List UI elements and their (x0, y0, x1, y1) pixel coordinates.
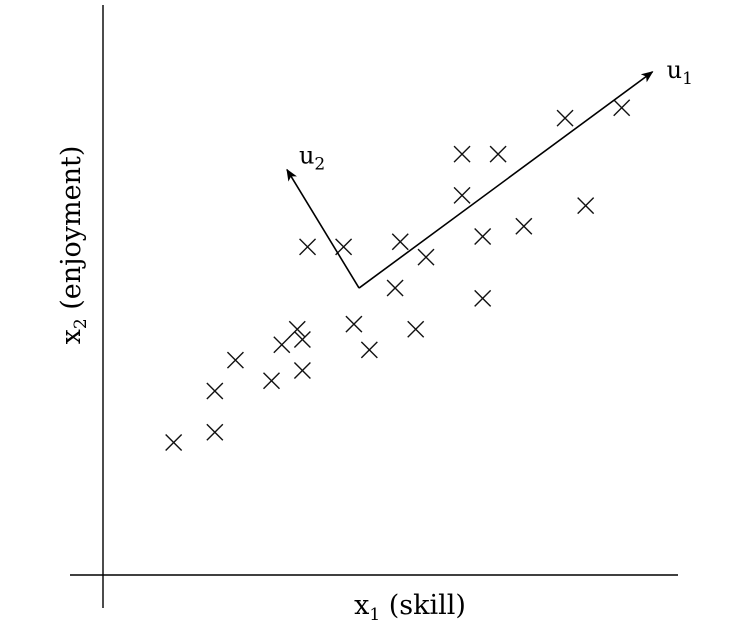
data-point (226, 351, 244, 369)
data-point (474, 289, 492, 307)
data-point (417, 248, 435, 266)
principal-vectors: u1 u2 (286, 56, 693, 289)
data-point (515, 217, 533, 235)
vector-u2-arrow (286, 168, 360, 289)
vector-u2-label: u2 (299, 142, 325, 175)
data-point (391, 233, 409, 251)
data-point (165, 434, 183, 452)
vector-u1-arrow (358, 71, 654, 289)
data-point (489, 145, 507, 163)
vector-u1-label: u1 (667, 56, 693, 89)
data-point (577, 197, 595, 215)
data-point (453, 186, 471, 204)
data-point (293, 361, 311, 379)
x-axis-label: x1 (skill) (354, 590, 466, 625)
data-point (263, 372, 280, 390)
data-points (165, 99, 631, 452)
data-point (386, 279, 404, 297)
data-point (613, 99, 631, 117)
data-point (293, 331, 311, 349)
data-point (360, 341, 378, 359)
data-point (474, 228, 492, 246)
data-point (335, 238, 353, 256)
data-point (407, 320, 425, 338)
y-axis-label: x2 (enjoyment) (56, 146, 91, 345)
data-point (345, 315, 363, 333)
data-point (206, 382, 224, 400)
data-point (453, 145, 471, 163)
data-point (273, 336, 291, 354)
data-point (299, 238, 317, 256)
data-point (288, 320, 306, 338)
data-point (556, 109, 574, 127)
data-point (206, 423, 224, 441)
